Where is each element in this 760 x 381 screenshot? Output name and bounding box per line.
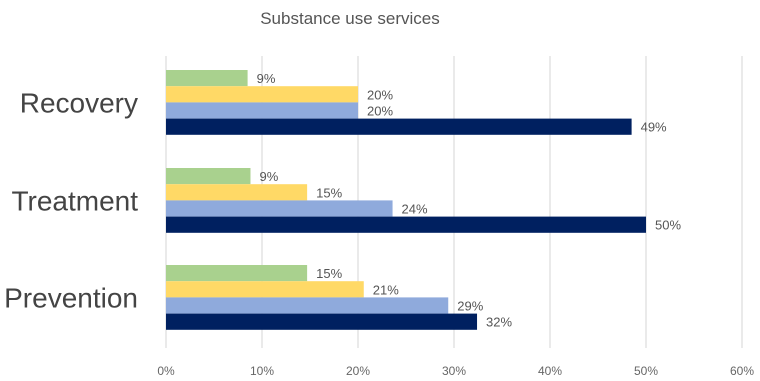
x-tick-label: 20%: [346, 364, 370, 378]
x-tick-label: 40%: [538, 364, 562, 378]
data-labels: 9% 20% 20% 49% 9% 15% 24% 50% 15% 21% 29%32%: [257, 71, 682, 330]
bars: [166, 70, 646, 330]
data-label: 21%: [373, 282, 399, 297]
bar: [166, 118, 632, 135]
bar: [166, 200, 393, 217]
x-tick-label: 10%: [250, 364, 274, 378]
data-label: 32%: [486, 315, 512, 330]
data-label: 9%: [259, 169, 278, 184]
bar: [166, 168, 251, 185]
bar: [166, 184, 308, 201]
bar: [166, 265, 308, 282]
x-tick-label: 50%: [634, 364, 658, 378]
data-label: 24%: [402, 202, 428, 217]
data-label: 20%: [367, 104, 393, 119]
data-label: 29%: [457, 299, 483, 314]
bar: [166, 281, 364, 298]
category-label: Prevention: [4, 282, 138, 313]
category-label: Recovery: [20, 87, 138, 118]
bar: [166, 297, 449, 314]
bar: [166, 216, 646, 233]
x-tick-label: 30%: [442, 364, 466, 378]
data-label: 9%: [257, 71, 276, 86]
x-tick-label: 60%: [730, 364, 754, 378]
x-axis-ticks: 0% 10% 20% 30% 40% 50% 60%: [157, 364, 754, 378]
data-label: 15%: [316, 266, 342, 281]
bar: [166, 313, 478, 330]
bar: [166, 102, 358, 119]
chart-title: Substance use services: [260, 9, 440, 28]
x-tick-label: 0%: [157, 364, 175, 378]
category-labels: Recovery Treatment Prevention: [4, 87, 138, 313]
data-label: 15%: [316, 185, 342, 200]
data-label: 49%: [641, 120, 667, 135]
bar: [166, 70, 248, 87]
category-label: Treatment: [11, 185, 138, 216]
data-label: 20%: [367, 87, 393, 102]
data-label: 50%: [655, 218, 681, 233]
bar: [166, 86, 358, 103]
